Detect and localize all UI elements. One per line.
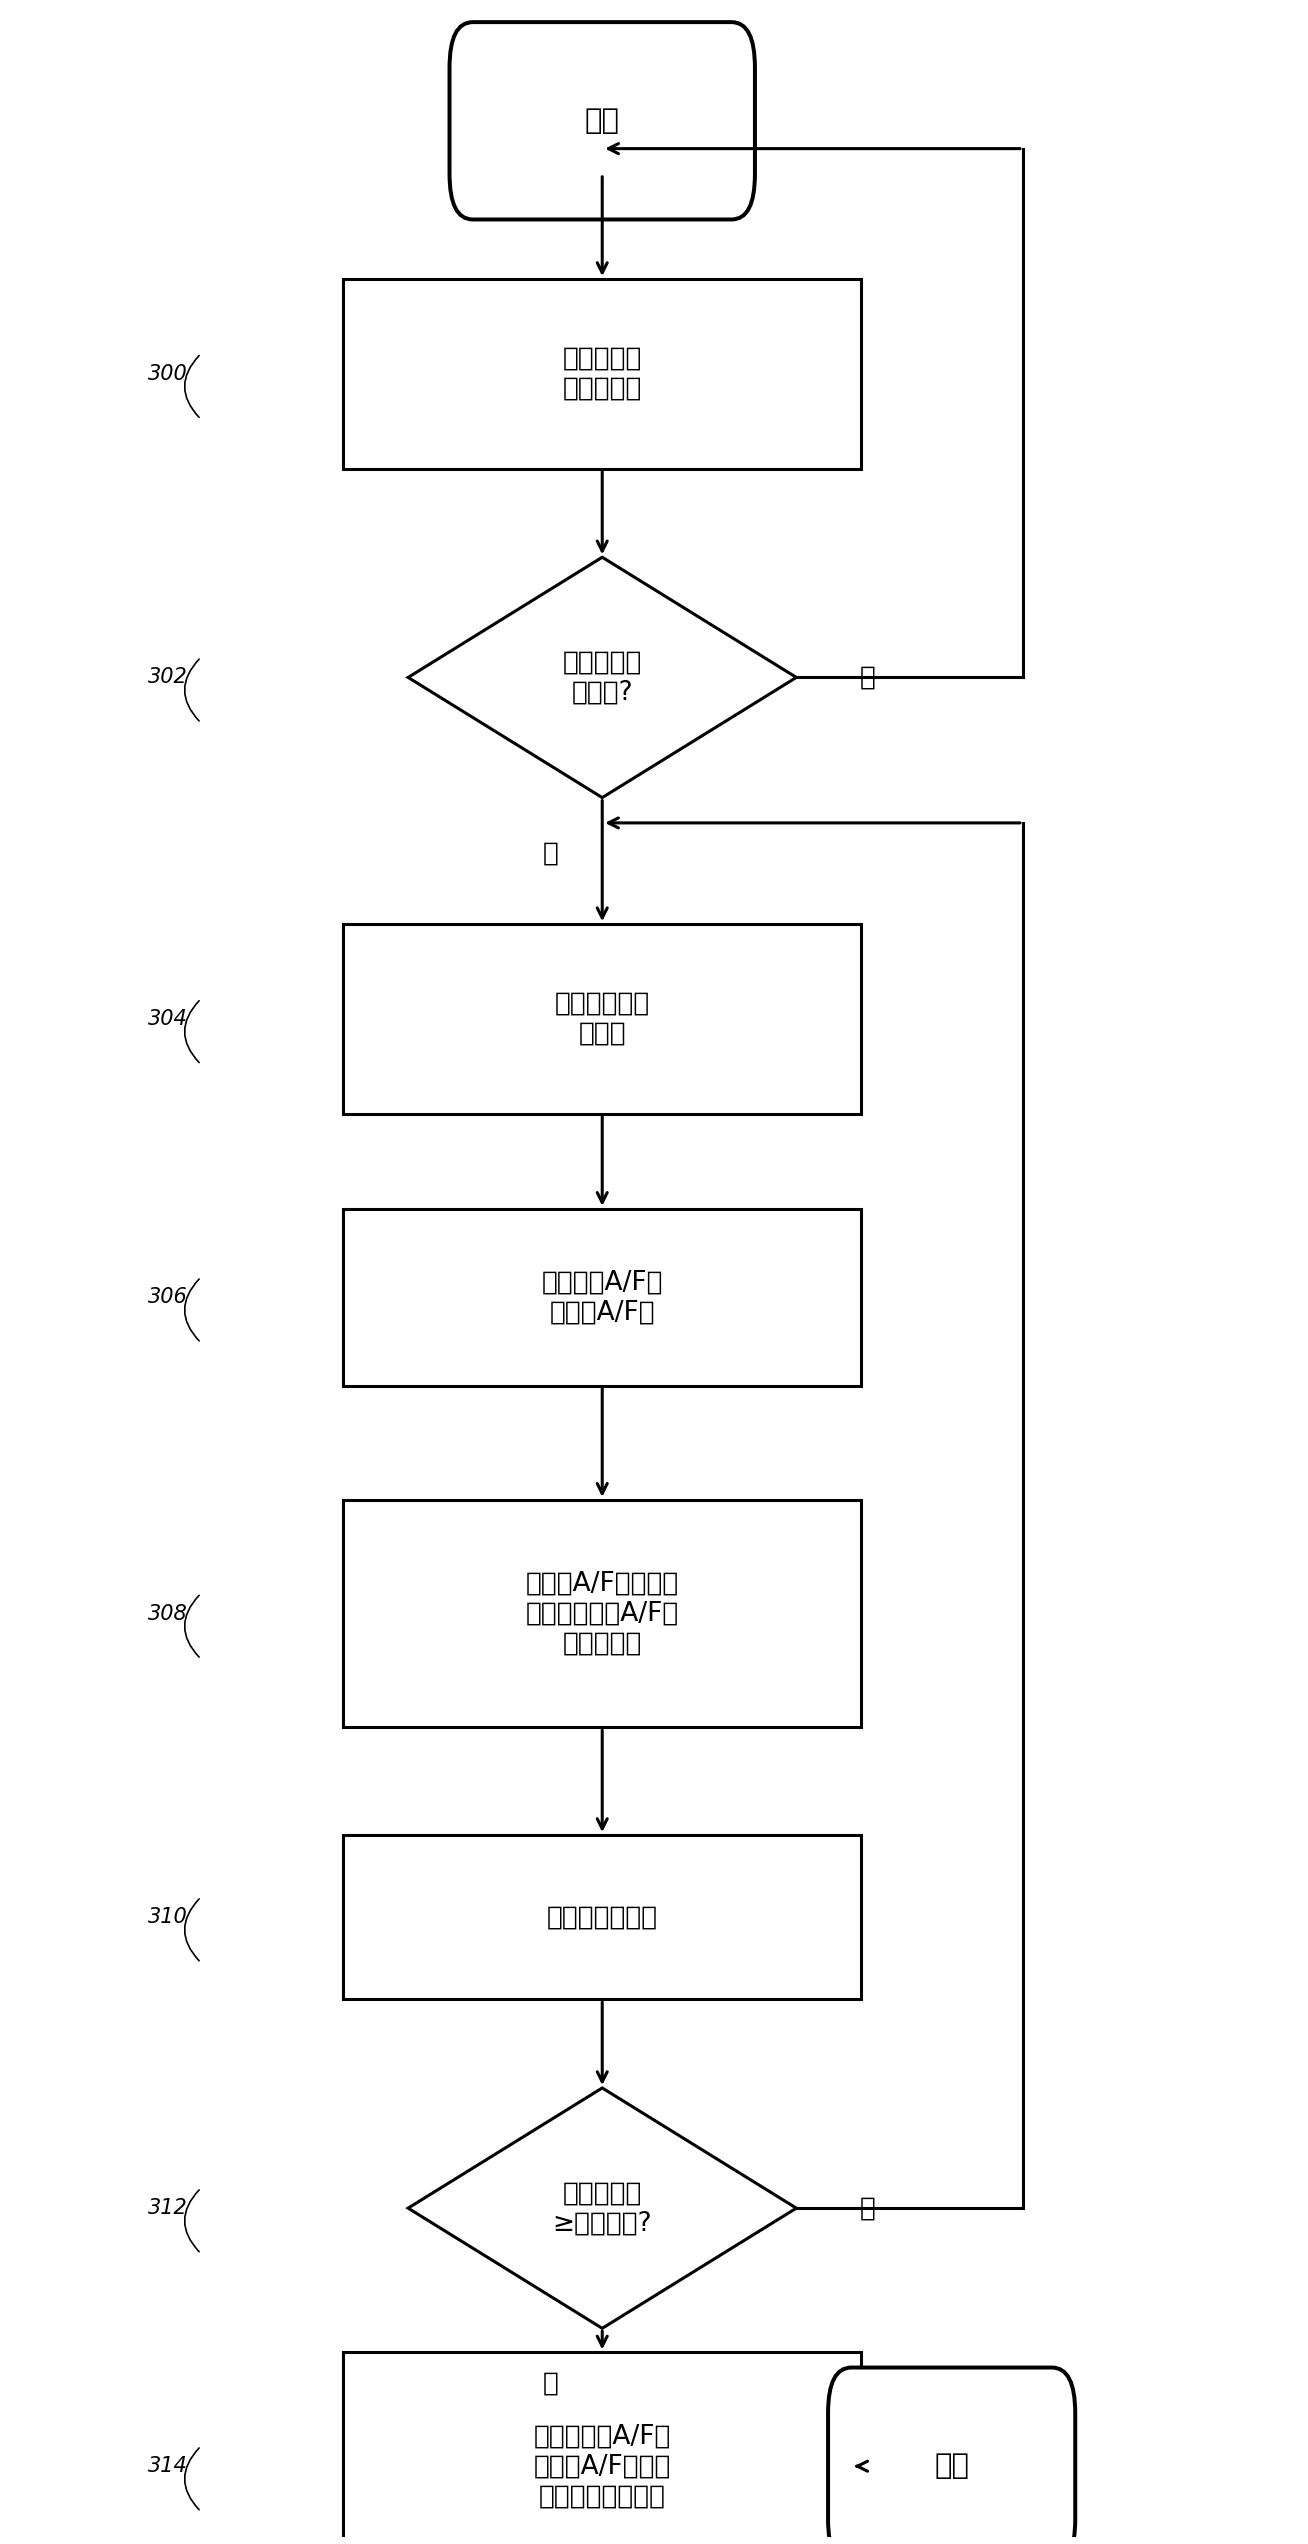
Text: 催化剂温度
≥起燃温度?: 催化剂温度 ≥起燃温度?: [552, 2180, 653, 2236]
Text: 否: 否: [859, 664, 875, 689]
Text: 结束: 结束: [934, 2452, 969, 2480]
Text: 监测催化剂温度: 监测催化剂温度: [547, 1903, 658, 1931]
Text: 312: 312: [148, 2198, 188, 2218]
Text: 确定第一A/F比
和第二A/F比: 确定第一A/F比 和第二A/F比: [542, 1269, 663, 1325]
Polygon shape: [408, 557, 797, 799]
FancyBboxPatch shape: [450, 23, 755, 219]
Text: 是: 是: [543, 2371, 559, 2396]
Text: 将第一A/F比调节到
富燃并将第二A/F比
调节到贫燃: 将第一A/F比调节到 富燃并将第二A/F比 调节到贫燃: [526, 1570, 679, 1656]
Text: 302: 302: [148, 667, 188, 687]
Bar: [344, 1501, 861, 1727]
Text: 是否已发生
冷起动?: 是否已发生 冷起动?: [562, 649, 642, 705]
Text: 否: 否: [859, 2195, 875, 2221]
FancyBboxPatch shape: [828, 2368, 1075, 2544]
Text: 监测排气中的
氧含量: 监测排气中的 氧含量: [555, 992, 650, 1048]
Text: 300: 300: [148, 364, 188, 384]
Text: 310: 310: [148, 1908, 188, 1928]
Text: 314: 314: [148, 2455, 188, 2475]
Text: 是: 是: [543, 840, 559, 868]
Bar: [344, 1834, 861, 2000]
Text: 停止将第一A/F比
和第二A/F比分别
调节到富燃和贫燃: 停止将第一A/F比 和第二A/F比分别 调节到富燃和贫燃: [534, 2424, 671, 2508]
Text: 监测发动机
冷却剂温度: 监测发动机 冷却剂温度: [562, 346, 642, 402]
Text: 308: 308: [148, 1603, 188, 1623]
Bar: [344, 280, 861, 468]
Bar: [344, 2353, 861, 2544]
Text: 304: 304: [148, 1010, 188, 1028]
Polygon shape: [408, 2089, 797, 2328]
Bar: [344, 1208, 861, 1386]
Bar: [344, 923, 861, 1114]
Text: 306: 306: [148, 1287, 188, 1308]
Text: 开始: 开始: [585, 107, 620, 135]
